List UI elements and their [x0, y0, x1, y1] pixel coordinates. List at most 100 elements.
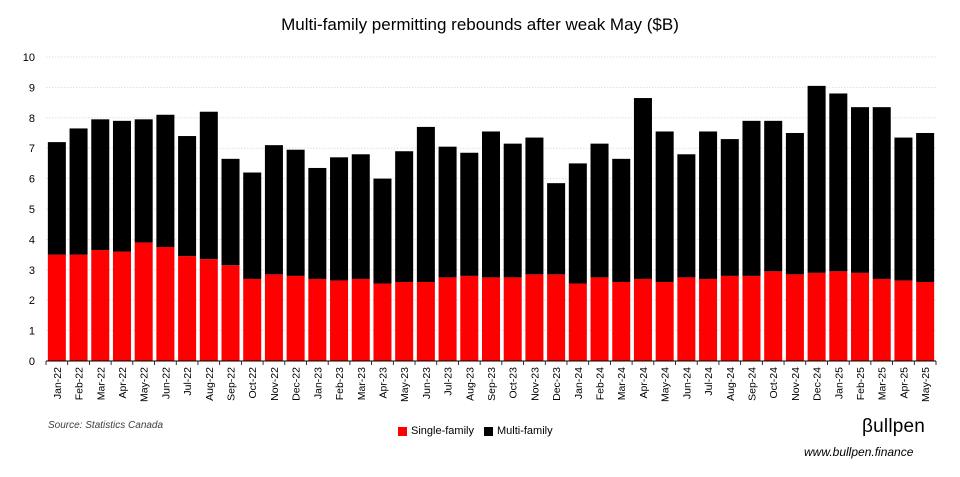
bar-single-family — [916, 281, 935, 361]
legend: Single-family Multi-family — [398, 425, 563, 437]
x-tick-label: Apr-23 — [377, 367, 389, 399]
y-tick-label: 3 — [29, 265, 35, 277]
x-tick-label: Feb-24 — [595, 367, 607, 400]
x-tick-label: Jun-24 — [681, 367, 693, 399]
bar-multi-family — [438, 146, 457, 278]
bar-multi-family — [286, 149, 305, 276]
y-tick-label: 4 — [29, 234, 35, 246]
x-tick-label: Apr-22 — [117, 367, 129, 399]
bar-multi-family — [677, 154, 696, 278]
x-tick-label: Feb-25 — [855, 367, 867, 400]
bar-multi-family — [807, 85, 826, 273]
bar-multi-family — [699, 131, 718, 279]
bar-single-family — [460, 275, 479, 361]
x-tick-label: Mar-22 — [95, 367, 107, 400]
bar-multi-family — [373, 178, 392, 284]
x-tick-label: Mar-25 — [877, 367, 889, 400]
x-tick-label: Feb-23 — [334, 367, 346, 400]
x-tick-label: Aug-24 — [725, 367, 737, 401]
y-tick-label: 2 — [29, 295, 35, 307]
x-tick-label: Aug-23 — [464, 367, 476, 401]
bar-single-family — [851, 272, 870, 361]
x-tick-label: Jan-22 — [52, 367, 64, 399]
bar-single-family — [677, 277, 696, 361]
x-tick-label: May-22 — [139, 367, 151, 402]
bar-multi-family — [590, 143, 609, 278]
bar-single-family — [438, 277, 457, 361]
bar-multi-family — [872, 107, 891, 279]
bar-single-family — [568, 283, 587, 361]
legend-item-single-family: Single-family — [398, 425, 474, 437]
y-axis: 0 1 2 3 4 5 6 7 8 9 10 — [23, 52, 35, 368]
legend-label-multi-family: Multi-family — [496, 425, 553, 437]
x-tick-label: Jan-25 — [833, 367, 845, 399]
bar-multi-family — [916, 133, 935, 282]
x-tick-label: Apr-25 — [898, 367, 910, 399]
bar-multi-family — [264, 145, 283, 275]
bar-multi-family — [395, 151, 414, 282]
bar-single-family — [590, 277, 609, 361]
legend-swatch-multi-family — [483, 426, 493, 436]
bar-multi-family — [134, 119, 153, 243]
bar-single-family — [308, 278, 327, 361]
x-tick-label: Sep-22 — [226, 367, 238, 401]
x-tick-label: Mar-24 — [616, 367, 628, 400]
bar-multi-family — [416, 126, 435, 282]
bar-multi-family — [91, 119, 110, 251]
bar-single-family — [199, 259, 218, 361]
x-tick-label: Oct-24 — [768, 367, 780, 399]
bar-multi-family — [568, 163, 587, 284]
bar-multi-family — [330, 157, 349, 281]
y-tick-label: 8 — [29, 113, 35, 125]
y-tick-label: 6 — [29, 174, 35, 186]
bar-multi-family — [47, 142, 66, 255]
bar-single-family — [286, 275, 305, 361]
x-tick-label: Jul-23 — [443, 367, 455, 396]
bar-single-family — [764, 271, 783, 361]
bar-multi-family — [829, 93, 848, 272]
bar-multi-family — [851, 107, 870, 273]
x-tick-label: Sep-23 — [486, 367, 498, 401]
y-tick-label: 1 — [29, 326, 35, 338]
x-tick-label: Jul-22 — [182, 367, 194, 396]
bar-single-family — [395, 281, 414, 361]
bar-single-family — [47, 254, 66, 361]
x-tick-label: Nov-24 — [790, 367, 802, 401]
bar-multi-family — [199, 111, 218, 260]
bar-multi-family — [481, 131, 501, 278]
website-url: www.bullpen.finance — [804, 445, 914, 459]
x-tick-label: Oct-23 — [508, 367, 520, 399]
bar-multi-family — [547, 183, 566, 275]
bar-single-family — [785, 274, 804, 361]
bar-single-family — [525, 274, 544, 361]
x-tick-label: Dec-24 — [812, 367, 824, 401]
x-tick-label: May-24 — [660, 367, 672, 402]
bar-single-family — [351, 278, 370, 361]
bar-single-family — [481, 277, 501, 361]
x-tick-label: Nov-22 — [269, 367, 281, 401]
bar-single-family — [503, 277, 522, 361]
x-axis: Jan-22 Feb-22 Mar-22 Apr-22 May-22 Jun-22 Jul-… — [45, 360, 937, 402]
x-tick-label: Feb-22 — [74, 367, 86, 400]
bar-multi-family — [112, 120, 131, 252]
bar-single-family — [243, 278, 262, 361]
x-tick-label: Jan-24 — [573, 367, 585, 399]
source-note: Source: Statistics Canada — [48, 420, 164, 431]
bar-multi-family — [460, 152, 479, 276]
bar-single-family — [894, 280, 913, 361]
bar-multi-family — [655, 131, 674, 282]
bar-multi-family — [894, 137, 913, 281]
x-tick-label: Jan-23 — [312, 367, 324, 399]
bar-single-family — [612, 281, 631, 361]
y-tick-label: 5 — [29, 204, 35, 216]
bar-multi-family — [69, 128, 88, 255]
x-tick-label: Aug-22 — [204, 367, 216, 401]
chart-title: Multi-family permitting rebounds after w… — [281, 15, 679, 34]
legend-swatch-single-family — [398, 426, 407, 436]
bar-multi-family — [243, 172, 262, 279]
bar-multi-family — [156, 114, 175, 247]
bar-single-family — [655, 281, 674, 361]
bar-single-family — [699, 278, 718, 361]
bars — [47, 85, 935, 361]
